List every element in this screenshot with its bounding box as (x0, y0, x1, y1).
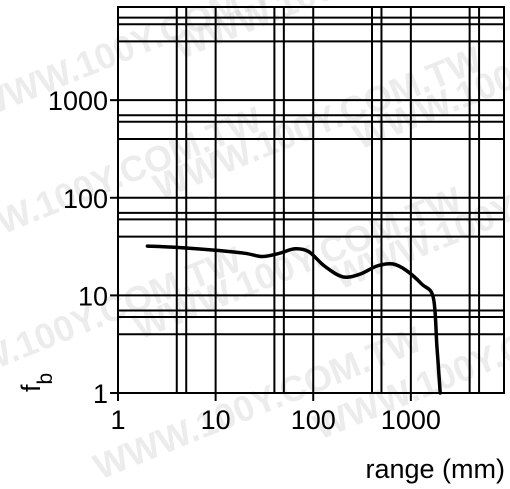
series-line (145, 244, 442, 395)
y-axis-title-subscript: b (34, 373, 57, 385)
ticks-layer: 1 10 100 1000 1 10 100 1000 (48, 86, 441, 435)
x-tick-label: 1 (110, 405, 125, 435)
x-tick-label: 10 (201, 405, 231, 435)
y-axis-title-main: f (16, 384, 46, 392)
x-tick-label: 100 (291, 405, 336, 435)
series-layer (145, 244, 442, 395)
y-tick-label: 1000 (48, 86, 108, 116)
x-tick-label: 1000 (381, 405, 441, 435)
y-tick-label: 1 (93, 379, 108, 409)
y-tick-label: 100 (63, 184, 108, 214)
y-axis-title: fb (16, 373, 57, 392)
plot-frame (117, 6, 505, 394)
y-tick-label: 10 (78, 281, 108, 311)
x-axis-title: range (mm) (365, 454, 505, 484)
